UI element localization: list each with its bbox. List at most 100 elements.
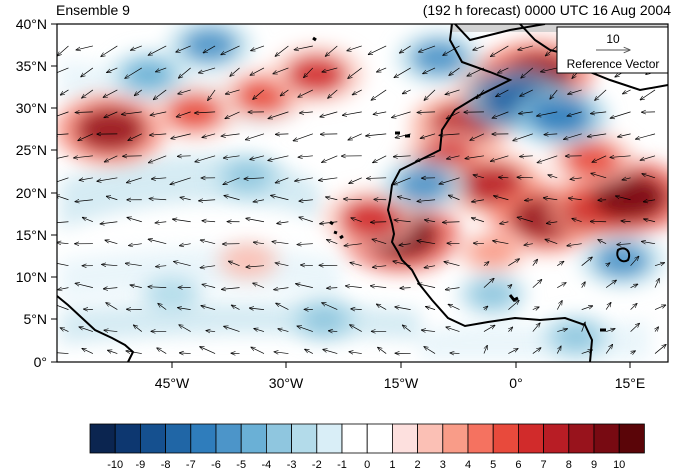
wind-vector <box>82 89 94 98</box>
wind-vector <box>498 67 509 73</box>
wind-vector <box>176 111 191 117</box>
wind-vector <box>484 345 487 354</box>
wind-vector <box>473 243 484 244</box>
wind-vector <box>513 133 533 141</box>
wind-vector <box>250 67 265 75</box>
wind-vector <box>444 262 460 267</box>
wind-vector <box>623 89 631 94</box>
coastlines <box>57 24 668 362</box>
wind-vector <box>605 280 616 288</box>
wind-vector <box>127 217 142 223</box>
anomaly-core <box>226 162 270 190</box>
wind-vector <box>104 330 118 331</box>
wind-vector <box>148 287 167 288</box>
colorbar-label: -5 <box>236 459 246 471</box>
wind-vector <box>471 218 485 223</box>
longitude-axis: 45°W 30°W 15°W 0° 15°E <box>155 362 645 391</box>
wind-vector <box>104 155 118 162</box>
wind-vector <box>106 196 118 201</box>
wind-vector <box>587 133 607 137</box>
wind-vector <box>395 307 411 310</box>
wind-vector <box>276 303 289 310</box>
wind-vector <box>328 331 338 332</box>
anomaly-core <box>592 173 668 221</box>
wind-vector <box>492 111 509 118</box>
wind-vector <box>557 283 566 288</box>
wind-vector <box>630 303 637 310</box>
colorbar-swatch <box>518 423 545 454</box>
wind-vector <box>572 218 582 223</box>
wind-vector <box>366 134 387 136</box>
wind-vector <box>568 198 582 200</box>
wind-vector <box>280 89 289 96</box>
wind-vector <box>630 284 638 288</box>
wind-vector <box>399 244 411 246</box>
wind-vector <box>251 347 265 354</box>
wind-vector <box>253 242 265 244</box>
wind-vector <box>57 177 69 183</box>
coastline-iberia <box>454 24 546 42</box>
wind-vector <box>57 221 69 223</box>
wind-vector <box>508 285 511 288</box>
wind-vector <box>128 133 142 141</box>
wind-vector <box>177 156 191 157</box>
wind-vector <box>532 307 539 310</box>
wind-vector <box>508 327 512 332</box>
canary-islands <box>395 131 410 138</box>
wind-vector <box>419 45 436 52</box>
wind-vector <box>274 352 289 354</box>
madeira <box>312 36 317 42</box>
lat-tick-label: 30°N <box>16 100 47 116</box>
wind-vector <box>508 259 519 266</box>
colorbar-label: -9 <box>136 459 146 471</box>
wind-vector <box>582 282 585 288</box>
wind-vector <box>149 199 167 200</box>
wind-vector <box>299 200 313 201</box>
wind-vector <box>299 217 313 223</box>
wind-vector <box>75 283 93 288</box>
wind-vector <box>134 89 142 96</box>
wind-vector <box>520 156 533 157</box>
wind-vector <box>293 133 313 141</box>
wind-vector <box>75 112 93 113</box>
colorbar-swatch <box>467 423 494 454</box>
colorbar-label: -2 <box>312 459 322 471</box>
wind-vector <box>275 177 289 183</box>
wind-vector <box>424 220 436 222</box>
wind-vector <box>272 242 289 244</box>
wind-vector <box>394 67 411 78</box>
wind-vector <box>129 244 142 246</box>
wind-vector <box>249 308 265 310</box>
colorbar-swatch <box>215 423 242 454</box>
wind-vector <box>103 89 118 98</box>
wind-vector <box>352 89 362 95</box>
anomaly-core <box>396 167 451 202</box>
colorbar-swatch <box>366 423 393 454</box>
wind-vector <box>250 155 265 160</box>
wind-vector <box>76 45 93 50</box>
wind-vector <box>618 133 631 137</box>
wind-vector <box>223 177 240 185</box>
wind-vector <box>615 196 631 201</box>
wind-vector <box>655 327 658 332</box>
wind-vector <box>254 329 265 332</box>
wind-vector <box>79 178 93 180</box>
wind-vector <box>605 302 611 310</box>
wind-vector <box>630 351 636 354</box>
wind-vector <box>421 330 436 332</box>
wind-vector <box>402 325 411 332</box>
colorbar-label: 4 <box>465 459 471 471</box>
wind-vector <box>203 45 216 53</box>
colorbar-swatch <box>543 423 570 454</box>
wind-vector <box>570 178 582 180</box>
anomaly-core <box>470 238 515 266</box>
wind-vector <box>231 305 240 310</box>
wind-vector <box>74 156 93 158</box>
wind-vector <box>150 111 167 115</box>
wind-vector <box>367 178 387 179</box>
colorbar-label: 9 <box>591 459 597 471</box>
colorbar-swatch <box>568 423 595 454</box>
wind-vector <box>544 134 558 135</box>
lat-tick-label: 0° <box>34 354 47 370</box>
wind-vector <box>439 177 460 184</box>
